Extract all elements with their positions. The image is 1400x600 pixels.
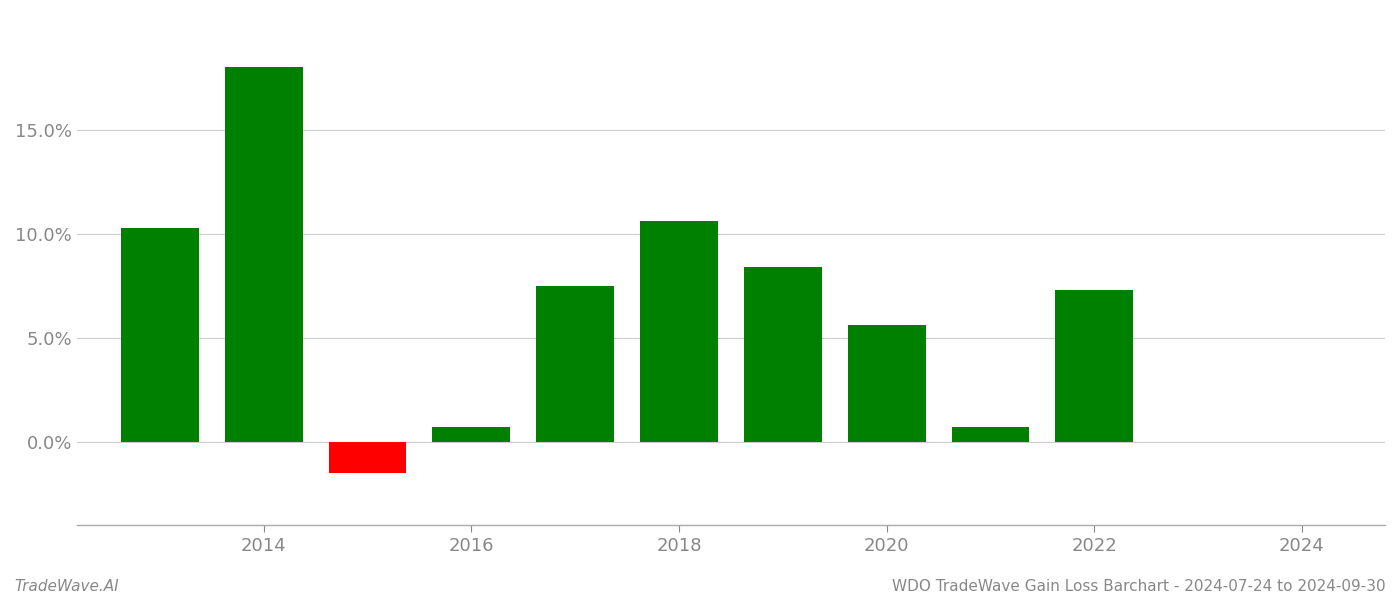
Bar: [225, 67, 302, 442]
Bar: [1056, 290, 1133, 442]
Bar: [329, 442, 406, 473]
Bar: [536, 286, 615, 442]
Bar: [743, 267, 822, 442]
Text: WDO TradeWave Gain Loss Barchart - 2024-07-24 to 2024-09-30: WDO TradeWave Gain Loss Barchart - 2024-…: [892, 579, 1386, 594]
Text: TradeWave.AI: TradeWave.AI: [14, 579, 119, 594]
Bar: [433, 427, 511, 442]
Bar: [952, 427, 1029, 442]
Bar: [848, 325, 925, 442]
Bar: [120, 229, 199, 442]
Bar: [640, 221, 718, 442]
